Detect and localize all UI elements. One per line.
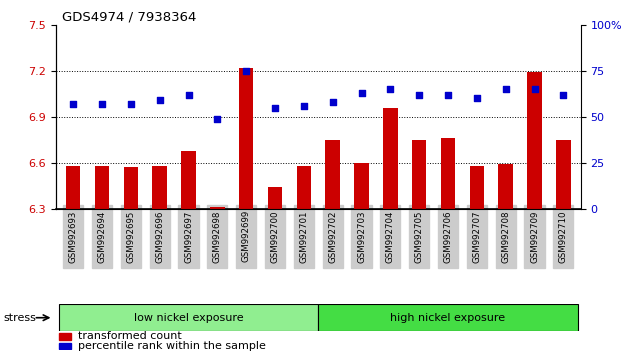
- Point: [501, 86, 510, 92]
- Point: [184, 92, 194, 98]
- Text: stress: stress: [3, 313, 36, 323]
- Bar: [499, 164, 513, 209]
- Text: GDS4974 / 7938364: GDS4974 / 7938364: [62, 11, 196, 24]
- Bar: [210, 207, 225, 209]
- Point: [299, 103, 309, 109]
- Point: [356, 90, 366, 96]
- Bar: [59, 343, 71, 349]
- Point: [443, 92, 453, 98]
- Point: [126, 101, 136, 107]
- Point: [97, 101, 107, 107]
- Bar: [355, 163, 369, 209]
- Bar: [268, 187, 282, 209]
- Bar: [469, 166, 484, 209]
- Text: transformed count: transformed count: [78, 331, 181, 342]
- Bar: [239, 68, 253, 209]
- Text: high nickel exposure: high nickel exposure: [391, 313, 505, 323]
- Bar: [318, 304, 578, 331]
- Point: [212, 116, 222, 121]
- Point: [328, 99, 338, 105]
- Point: [68, 101, 78, 107]
- Bar: [412, 140, 427, 209]
- Bar: [527, 72, 542, 209]
- Point: [558, 92, 568, 98]
- Point: [530, 86, 540, 92]
- Bar: [153, 166, 167, 209]
- Point: [472, 96, 482, 101]
- Bar: [441, 138, 455, 209]
- Point: [155, 97, 165, 103]
- Bar: [95, 166, 109, 209]
- Text: low nickel exposure: low nickel exposure: [134, 313, 243, 323]
- Point: [270, 105, 280, 110]
- Bar: [124, 167, 138, 209]
- Bar: [66, 166, 80, 209]
- Bar: [59, 333, 71, 340]
- Bar: [59, 304, 318, 331]
- Bar: [383, 108, 397, 209]
- Point: [241, 68, 251, 74]
- Bar: [181, 150, 196, 209]
- Text: percentile rank within the sample: percentile rank within the sample: [78, 341, 266, 351]
- Bar: [297, 166, 311, 209]
- Point: [414, 92, 424, 98]
- Point: [386, 86, 396, 92]
- Bar: [556, 140, 571, 209]
- Bar: [325, 140, 340, 209]
